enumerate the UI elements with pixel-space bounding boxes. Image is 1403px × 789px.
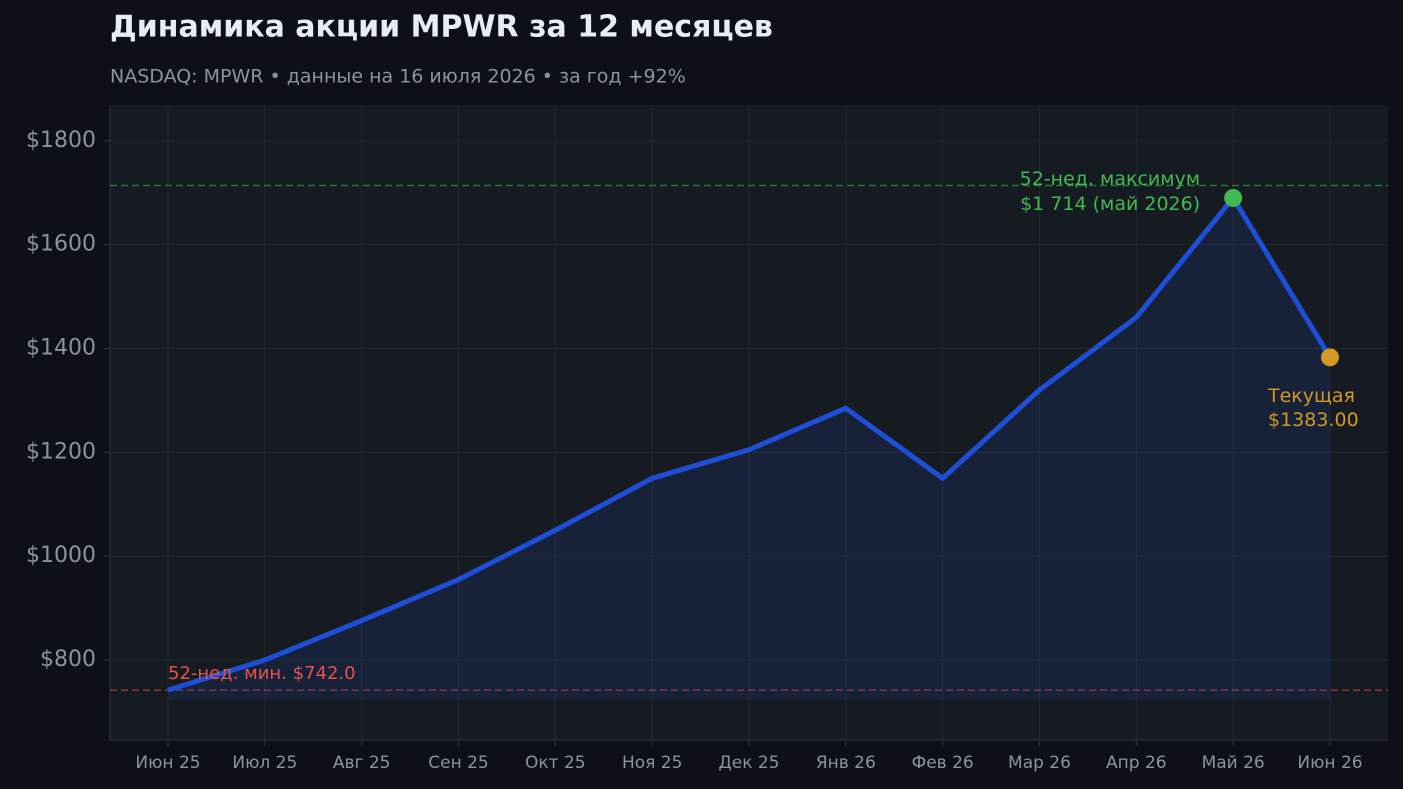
x-tick-label: Дек 25 [718,753,779,773]
x-tick-label: Мар 26 [1008,753,1071,773]
x-tick-label: Авг 25 [333,753,391,773]
x-tick-label: Фев 26 [912,753,974,773]
y-tick-label: $1400 [26,336,96,361]
max-marker [1224,188,1243,207]
x-tick-label: Янв 26 [816,753,876,773]
chart-title: Динамика акции MPWR за 12 месяцев [110,10,773,45]
min-label: 52-нед. мин. $742.0 [168,663,356,684]
x-tick-label: Сен 25 [428,753,488,773]
last-marker [1321,348,1339,367]
last-label: $1383.00 [1268,409,1359,431]
y-tick-label: $1000 [26,543,96,568]
max-label: 52-нед. максимум [1020,168,1201,190]
x-tick-label: Ноя 25 [622,753,682,773]
y-tick-label: $1600 [26,232,96,257]
max-label: $1 714 (май 2026) [1020,193,1200,215]
y-tick-label: $1200 [26,439,96,464]
y-tick-label: $800 [40,647,96,672]
last-label: Текущая [1267,385,1355,407]
x-tick-label: Май 26 [1202,753,1265,773]
area [168,197,1330,700]
chart-subtitle: NASDAQ: MPWR • данные на 16 июля 2026 • … [110,66,686,88]
x-tick-label: Июл 25 [232,753,297,773]
x-tick-label: Июн 25 [135,753,200,773]
y-tick-label: $1800 [26,128,96,153]
x-tick-label: Окт 25 [525,753,586,773]
x-tick-label: Июн 26 [1297,753,1362,773]
x-tick-label: Апр 26 [1106,753,1167,773]
line [167,195,1333,693]
